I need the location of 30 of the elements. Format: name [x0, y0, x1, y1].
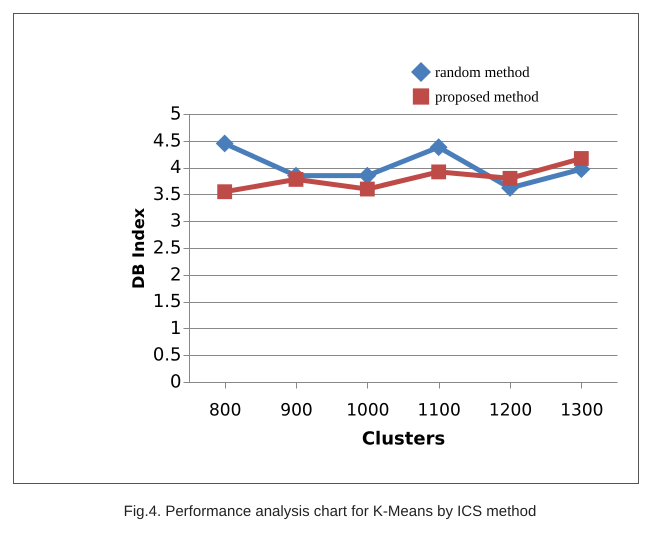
point [360, 182, 375, 196]
point [574, 151, 589, 166]
y-tick-label: 1.5 [152, 291, 182, 312]
x-tick-label: 1300 [560, 400, 604, 420]
point [431, 164, 446, 180]
y-tick-label: 2.5 [152, 238, 182, 258]
y-tick-label: 2 [170, 264, 182, 286]
y-tick-label: 5 [170, 104, 182, 124]
y-tick-label: 1 [170, 318, 182, 339]
x-tick-label: 900 [280, 400, 313, 420]
point [216, 134, 234, 152]
y-tick-label: 0 [170, 372, 182, 392]
caption: Fig.4. Performance analysis chart for K-Means by ICS method [122, 503, 538, 520]
y-tick-label: 4 [170, 157, 182, 178]
x-tick-label: 800 [208, 400, 242, 420]
x-tick-label: 1100 [418, 400, 461, 420]
y-tick-label: 4.5 [152, 130, 182, 152]
x-axis-title: Clusters [362, 428, 446, 450]
y-axis-title: DB Index [128, 207, 148, 290]
x-tick-label: 1000 [346, 400, 390, 420]
y-tick-label: 0.5 [152, 344, 182, 366]
y-tick-label: 3 [170, 210, 182, 232]
point [502, 170, 518, 186]
point [288, 172, 304, 187]
legend-label: random method [435, 65, 530, 81]
y-tick-label: 3.5 [152, 184, 182, 205]
legend-label: proposed method [435, 90, 540, 106]
point [430, 138, 448, 156]
x-tick-label: 1200 [488, 400, 532, 420]
point [217, 184, 232, 200]
